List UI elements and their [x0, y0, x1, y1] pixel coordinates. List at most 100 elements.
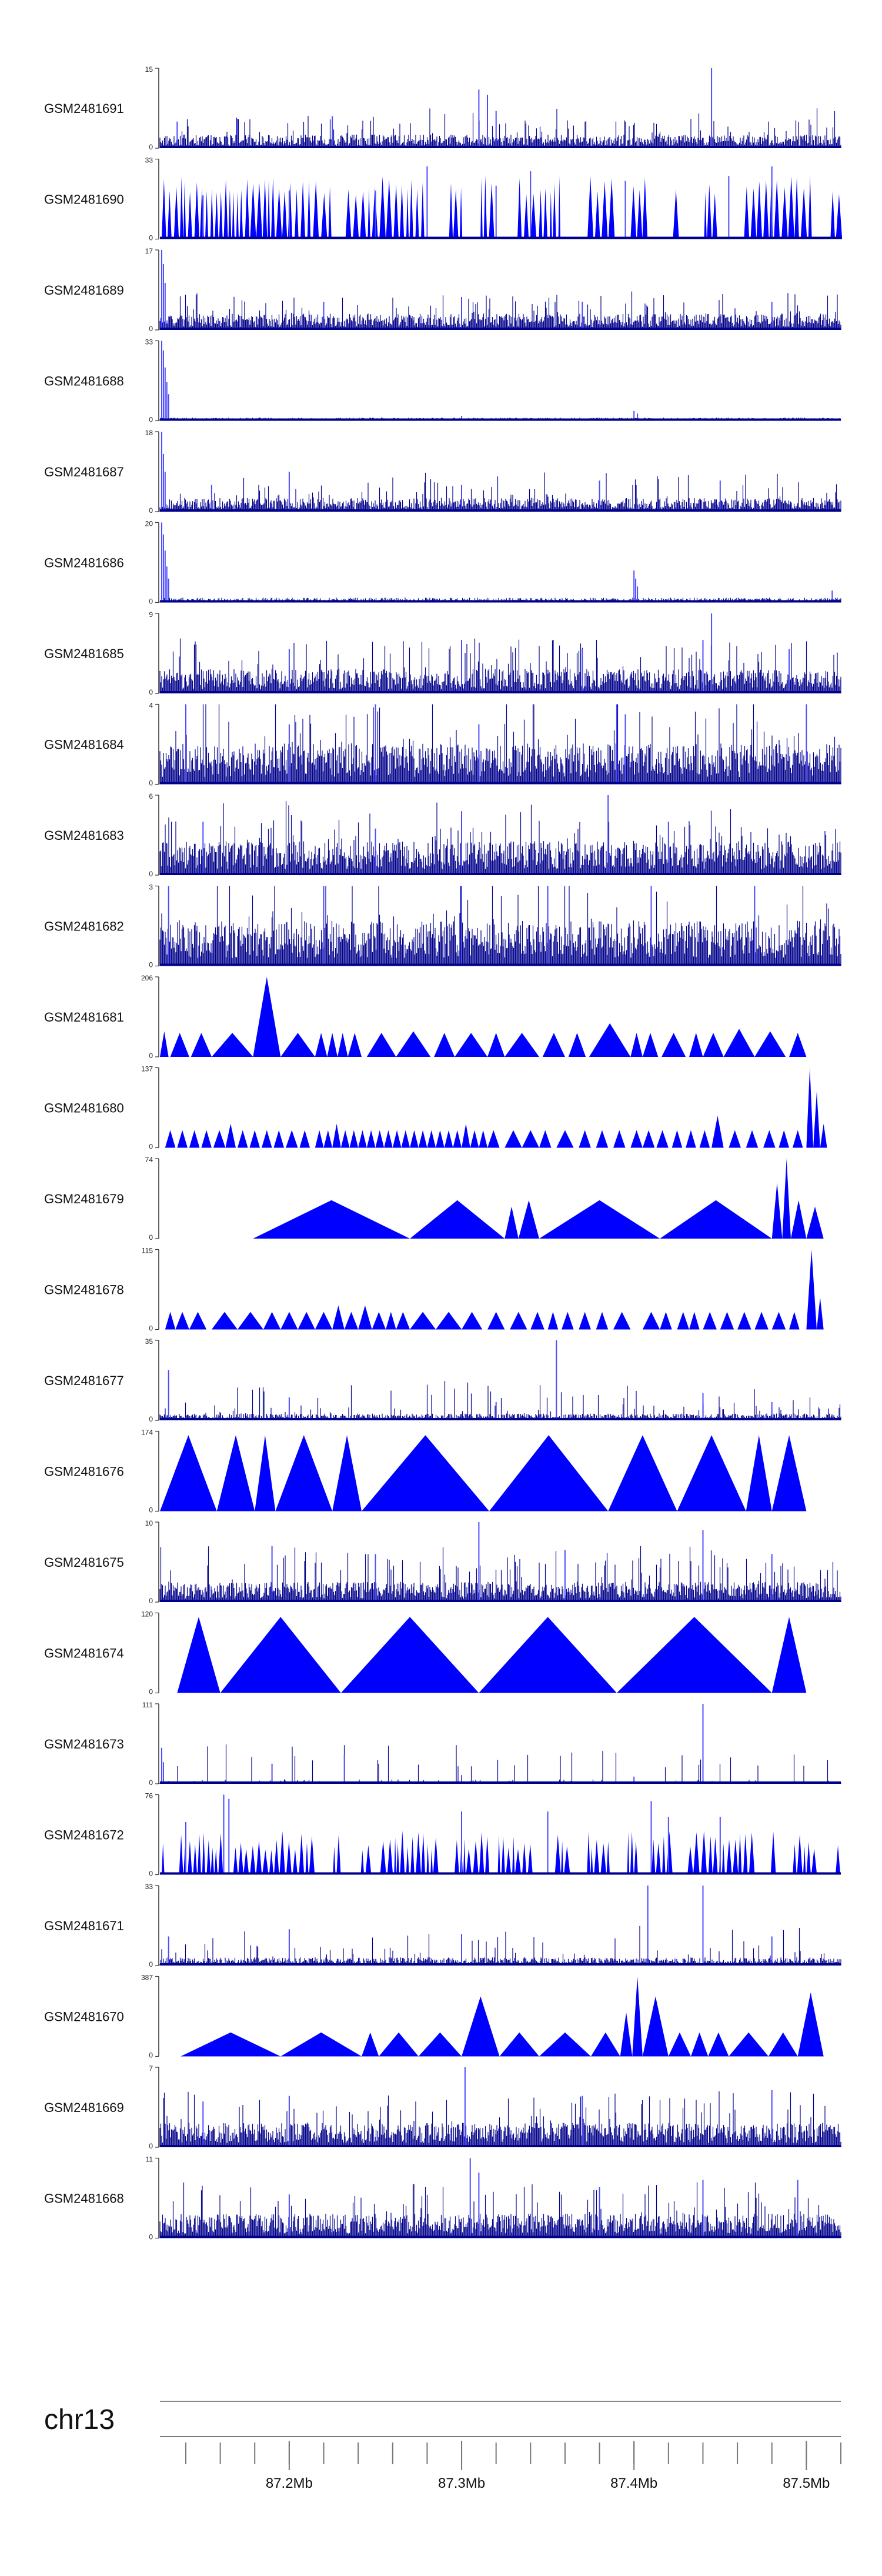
coverage-triangle [689, 1033, 703, 1057]
coverage-peaks [288, 2158, 799, 2238]
coverage-triangle [708, 2032, 729, 2057]
coverage-bars [159, 801, 841, 875]
coverage-triangle [358, 1130, 367, 1148]
y-max-label: 33 [145, 338, 153, 346]
tick-label: 87.4Mb [610, 2475, 657, 2491]
coverage-peaks [202, 795, 669, 875]
coverage-triangle [453, 1130, 462, 1148]
coverage-triangle [220, 1617, 341, 1693]
coverage-triangle [273, 1130, 285, 1148]
coverage-triangle [315, 1033, 328, 1057]
y-max-label: 4 [149, 702, 153, 710]
y-max-label: 111 [142, 1701, 153, 1709]
coverage-triangle [539, 1200, 660, 1239]
coverage-triangle [579, 1312, 591, 1330]
y-max-label: 9 [149, 610, 153, 619]
coverage-bars [159, 1546, 841, 1602]
coverage-triangle [337, 1033, 348, 1057]
y-zero-label: 0 [149, 779, 153, 788]
track-label: GSM2481670 [44, 2010, 124, 2024]
y-zero-label: 0 [149, 1778, 153, 1787]
coverage-triangle [746, 1435, 772, 1511]
coverage-triangle [703, 1312, 717, 1330]
y-max-label: 10 [145, 1519, 153, 1527]
coverage-triangle [539, 2032, 591, 2057]
coverage-triangle [660, 1312, 672, 1330]
y-max-label: 7 [149, 2064, 153, 2073]
coverage-triangle [249, 1130, 260, 1148]
y-max-label: 74 [145, 1156, 153, 1164]
y-max-label: 387 [141, 1974, 153, 1982]
coverage-triangle [539, 1130, 552, 1148]
y-max-label: 33 [145, 156, 153, 165]
coverage-triangle [175, 1312, 189, 1330]
coverage-peaks [288, 613, 790, 693]
track-GSM2481676: GSM2481676 174 0 [44, 1429, 807, 1514]
coverage-triangle [298, 1312, 315, 1330]
coverage-triangle [479, 1130, 488, 1148]
coverage-triangle [384, 1130, 393, 1148]
coverage-peaks [168, 1340, 773, 1420]
y-zero-label: 0 [149, 234, 153, 242]
coverage-baseline [160, 418, 841, 421]
coverage-peaks [168, 1886, 773, 1966]
track-GSM2481680: GSM2481680 137 0 [44, 1065, 827, 1151]
track-label: GSM2481676 [44, 1464, 124, 1479]
coverage-baseline [160, 2235, 841, 2238]
track-GSM2481679: GSM2481679 74 0 [44, 1156, 824, 1242]
coverage-triangle [201, 1130, 212, 1148]
coverage-triangle [510, 1312, 527, 1330]
coverage-triangle [768, 2032, 798, 2057]
coverage-triangle [332, 1123, 341, 1148]
coverage-triangle [505, 1130, 522, 1148]
coverage-triangle [418, 2032, 462, 2057]
coverage-triangle [237, 1312, 263, 1330]
track-label: GSM2481689 [44, 283, 124, 298]
coverage-bars [159, 108, 841, 148]
coverage-triangle [530, 1312, 544, 1330]
coverage-triangle [160, 1435, 217, 1511]
coverage-peaks [185, 704, 807, 785]
tick-label: 87.3Mb [438, 2475, 485, 2491]
track-GSM2481684: GSM2481684 4 0 [44, 702, 841, 788]
tick-label: 87.2Mb [266, 2475, 313, 2491]
coverage-peaks [161, 1704, 704, 1784]
coverage-triangle [462, 1996, 500, 2057]
coverage-triangle [630, 1033, 643, 1057]
track-label: GSM2481688 [44, 374, 124, 389]
track-GSM2481681: GSM2481681 206 0 [44, 974, 807, 1060]
y-max-label: 3 [149, 883, 153, 892]
coverage-triangle [642, 1996, 669, 2057]
coverage-triangle [703, 1033, 724, 1057]
track-label: GSM2481671 [44, 1918, 124, 1933]
track-GSM2481687: GSM2481687 18 0 [44, 429, 841, 515]
y-zero-label: 0 [149, 506, 153, 515]
coverage-reads [161, 175, 843, 239]
coverage-peaks [168, 886, 756, 966]
coverage-peaks [185, 1794, 721, 1875]
coverage-triangle [789, 1312, 800, 1330]
y-max-label: 174 [141, 1429, 153, 1437]
coverage-tracks: GSM2481691150GSM2481690330GSM2481689170G… [44, 65, 843, 2241]
y-max-label: 11 [146, 2155, 153, 2164]
coverage-baseline [160, 1600, 841, 1602]
coverage-triangle [677, 1312, 690, 1330]
track-label: GSM2481684 [44, 738, 124, 752]
coverage-triangle [771, 1617, 807, 1693]
track-label: GSM2481681 [44, 1010, 124, 1025]
coverage-bars [159, 1926, 841, 1966]
coverage-triangle [487, 1130, 500, 1148]
y-zero-label: 0 [149, 2233, 153, 2241]
coverage-triangle [579, 1130, 591, 1148]
coverage-bars [159, 2182, 841, 2238]
coverage-triangle [816, 1297, 824, 1330]
y-zero-label: 0 [149, 2051, 153, 2060]
genome-axis-track: chr13 87.2Mb 87.3Mb 87.4Mb 87.5Mb [44, 2401, 841, 2491]
axis-ticks: 87.2Mb 87.3Mb 87.4Mb 87.5Mb [185, 2441, 841, 2491]
coverage-triangle [547, 1312, 559, 1330]
coverage-triangle [332, 1305, 345, 1330]
y-max-label: 18 [145, 429, 153, 437]
coverage-triangle [596, 1312, 609, 1330]
coverage-triangle [505, 1033, 539, 1057]
coverage-peaks [176, 68, 713, 148]
